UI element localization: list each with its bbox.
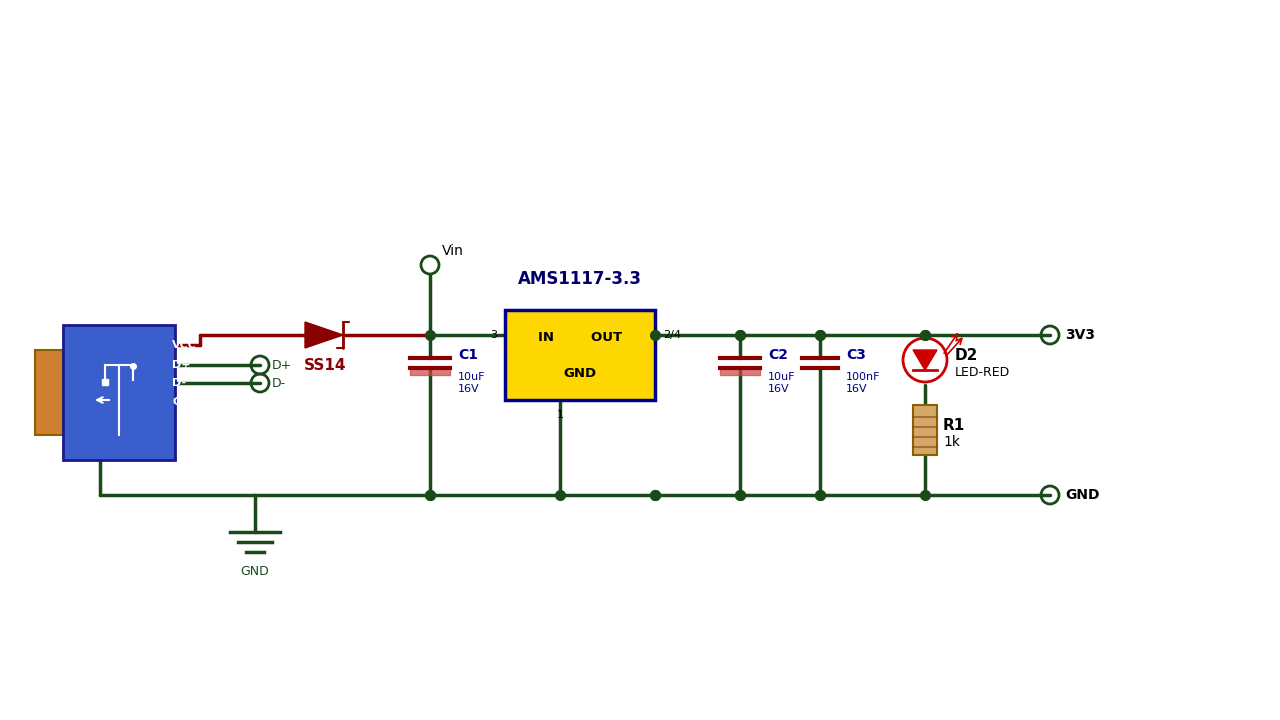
Text: D2: D2 — [955, 348, 978, 362]
Text: 3V3: 3V3 — [1065, 328, 1094, 342]
Text: D-: D- — [273, 377, 287, 390]
Text: 100nF
16V: 100nF 16V — [846, 372, 881, 394]
Text: D+: D+ — [172, 360, 191, 370]
Text: C1: C1 — [458, 348, 477, 362]
Text: GND: GND — [172, 397, 200, 407]
FancyBboxPatch shape — [913, 405, 937, 455]
FancyBboxPatch shape — [506, 310, 655, 400]
Text: 2/4: 2/4 — [663, 330, 681, 340]
Text: 10uF
16V: 10uF 16V — [458, 372, 485, 394]
Text: IN        OUT: IN OUT — [538, 330, 622, 343]
Text: C3: C3 — [846, 348, 865, 362]
Text: D+: D+ — [273, 359, 292, 372]
Text: AMS1117-3.3: AMS1117-3.3 — [518, 270, 643, 288]
Polygon shape — [305, 322, 343, 348]
Text: SS14: SS14 — [303, 358, 347, 373]
Polygon shape — [913, 350, 937, 370]
Text: 1k: 1k — [943, 435, 960, 449]
Text: GND: GND — [563, 366, 596, 379]
FancyBboxPatch shape — [63, 325, 175, 460]
Text: GND: GND — [1065, 488, 1100, 502]
Text: Vin: Vin — [442, 244, 463, 258]
Text: R1: R1 — [943, 418, 965, 433]
Text: D-: D- — [172, 378, 186, 388]
Text: LED-RED: LED-RED — [955, 366, 1010, 379]
Text: 3: 3 — [490, 330, 497, 340]
Text: 1: 1 — [557, 410, 563, 420]
Text: 10uF
16V: 10uF 16V — [768, 372, 795, 394]
Text: VCC: VCC — [172, 340, 197, 350]
Text: C2: C2 — [768, 348, 788, 362]
FancyBboxPatch shape — [35, 350, 63, 435]
Text: GND: GND — [241, 565, 269, 578]
